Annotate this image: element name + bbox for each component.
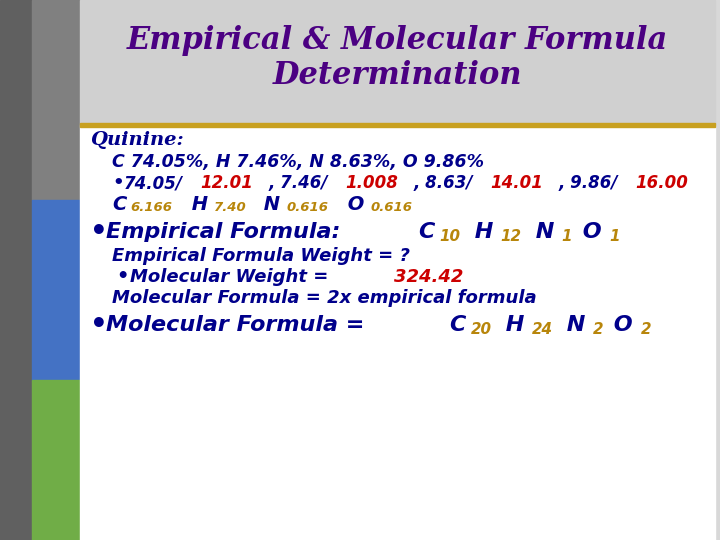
Text: 1: 1 [610, 229, 620, 244]
Text: 12: 12 [500, 229, 522, 244]
Text: Determination: Determination [272, 59, 522, 91]
Text: N: N [528, 222, 554, 242]
Text: 324.42: 324.42 [394, 268, 464, 286]
Text: 14.01: 14.01 [490, 174, 543, 192]
Bar [80, 0, 715, 125]
Text: 7.40: 7.40 [215, 201, 247, 214]
Text: 6.166: 6.166 [130, 201, 172, 214]
Text: H: H [467, 222, 493, 242]
Text: 16.00: 16.00 [635, 174, 688, 192]
Bar [32, 380, 80, 540]
Text: Molecular Formula =: Molecular Formula = [106, 315, 372, 335]
Text: , 7.46/: , 7.46/ [269, 174, 328, 192]
Bar [80, 125, 715, 540]
Text: 10: 10 [439, 229, 461, 244]
Text: Molecular Formula = 2x empirical formula: Molecular Formula = 2x empirical formula [112, 289, 536, 307]
Text: 12.01: 12.01 [200, 174, 253, 192]
Text: , 8.63/: , 8.63/ [413, 174, 473, 192]
Text: •: • [90, 311, 108, 339]
Text: 2: 2 [593, 322, 603, 337]
Text: C: C [449, 315, 466, 335]
Text: C: C [112, 194, 126, 213]
Text: N: N [559, 315, 585, 335]
Text: 20: 20 [470, 322, 492, 337]
Text: Empirical & Molecular Formula: Empirical & Molecular Formula [127, 24, 667, 56]
Text: 0.616: 0.616 [287, 201, 328, 214]
Bar [0, 0, 32, 540]
Text: O: O [575, 222, 602, 242]
Bar [32, 0, 80, 200]
Text: C: C [418, 222, 435, 242]
Text: 1.008: 1.008 [345, 174, 398, 192]
Bar [32, 200, 80, 380]
Text: H: H [184, 194, 207, 213]
Text: •: • [90, 218, 108, 246]
Text: Quinine:: Quinine: [90, 131, 184, 149]
Text: •: • [112, 174, 124, 192]
Text: O: O [606, 315, 633, 335]
Text: 2: 2 [641, 322, 651, 337]
Text: 74.05/: 74.05/ [124, 174, 183, 192]
Text: C 74.05%, H 7.46%, N 8.63%, O 9.86%: C 74.05%, H 7.46%, N 8.63%, O 9.86% [112, 153, 484, 171]
Text: H: H [498, 315, 524, 335]
Text: N: N [256, 194, 280, 213]
Text: 0.616: 0.616 [371, 201, 413, 214]
Text: Empirical Formula:: Empirical Formula: [106, 222, 348, 242]
Text: •: • [116, 267, 128, 287]
Text: Molecular Weight =: Molecular Weight = [130, 268, 335, 286]
Text: Empirical Formula Weight = ?: Empirical Formula Weight = ? [112, 247, 410, 265]
Text: O: O [341, 194, 364, 213]
Text: , 9.86/: , 9.86/ [558, 174, 618, 192]
Bar [80, 123, 715, 127]
Text: 24: 24 [531, 322, 553, 337]
Text: 1: 1 [562, 229, 572, 244]
